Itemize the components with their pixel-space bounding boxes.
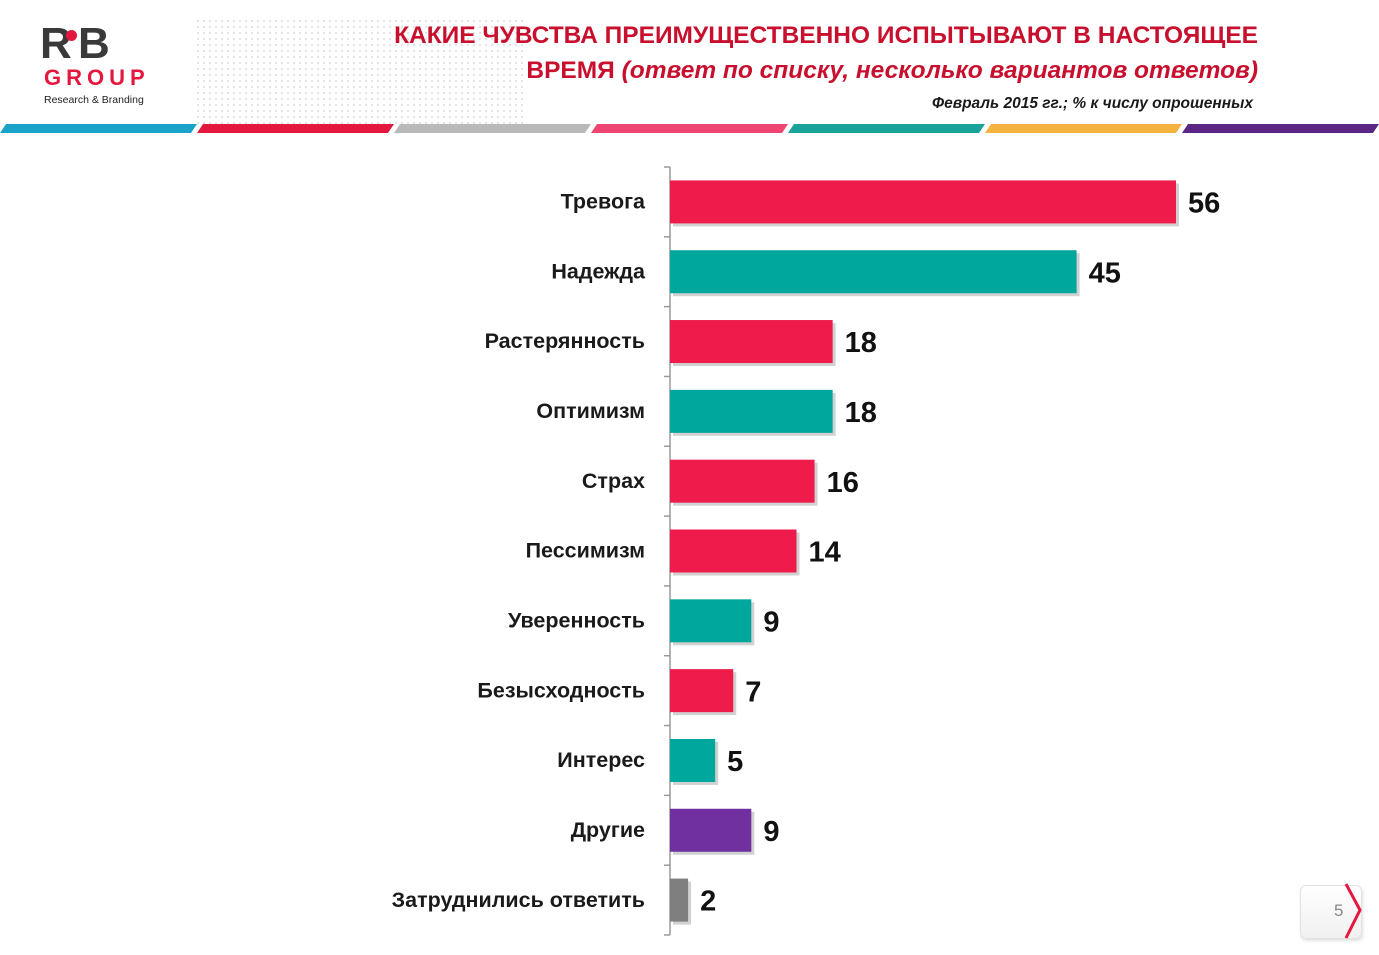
logo: R B GROUP Research & Branding — [40, 22, 170, 107]
bar-8 — [670, 669, 734, 713]
category-label: Пессимизм — [526, 539, 645, 563]
stripe-segment — [0, 124, 197, 133]
logo-tagline: Research & Branding — [44, 94, 144, 106]
category-label: Тревога — [561, 190, 646, 214]
logo-dot-icon — [66, 30, 77, 41]
stripe-segment — [197, 124, 394, 133]
stripe-segment — [591, 124, 788, 133]
bar-11 — [670, 878, 689, 922]
stripe-segment — [788, 124, 985, 133]
data-label: 14 — [809, 537, 841, 569]
bar-6 — [670, 529, 797, 573]
category-label: Надежда — [551, 259, 646, 283]
page-number: 5 — [1334, 901, 1344, 920]
title-line-2-bold: ВРЕМЯ — [526, 57, 622, 84]
data-label: 18 — [845, 397, 877, 429]
category-label: Затруднились ответить — [392, 888, 645, 912]
bar-2 — [670, 250, 1077, 294]
category-label: Уверенность — [508, 608, 645, 632]
decorative-dot-pattern — [195, 18, 525, 126]
bar-1 — [670, 180, 1176, 224]
data-label: 45 — [1089, 257, 1121, 289]
category-label: Безысходность — [477, 678, 645, 702]
data-label: 18 — [845, 327, 877, 359]
title-line-1: КАКИЕ ЧУВСТВА ПРЕИМУЩЕСТВЕННО ИСПЫТЫВАЮТ… — [394, 22, 1258, 49]
bar-3 — [670, 320, 833, 364]
category-label: Интерес — [557, 748, 645, 772]
bar-10 — [670, 808, 752, 852]
logo-group-text: GROUP — [44, 65, 150, 90]
page-chevron-icon — [1344, 883, 1362, 939]
data-label: 16 — [827, 467, 859, 499]
stripe-segment — [394, 124, 591, 133]
color-stripes — [0, 124, 1379, 133]
bar-7 — [670, 599, 752, 643]
category-label: Страх — [582, 469, 645, 493]
page-title: КАКИЕ ЧУВСТВА ПРЕИМУЩЕСТВЕННО ИСПЫТЫВАЮТ… — [394, 18, 1258, 88]
category-label: Оптимизм — [536, 399, 645, 423]
category-label: Растерянность — [485, 329, 645, 353]
bar-4 — [670, 389, 833, 433]
title-line-2: ВРЕМЯ (ответ по списку, несколько вариан… — [394, 53, 1258, 88]
subtitle: Февраль 2015 гг.; % к числу опрошенных — [931, 95, 1253, 112]
data-label: 9 — [763, 816, 779, 848]
bar-5 — [670, 459, 815, 503]
bar-9 — [670, 738, 716, 782]
data-label: 7 — [745, 676, 761, 708]
logo-mark: R B — [40, 19, 110, 68]
stripe-segment — [1182, 124, 1379, 133]
data-label: 9 — [763, 606, 779, 638]
stripe-segment — [985, 124, 1182, 133]
data-label: 5 — [727, 746, 743, 778]
category-label: Другие — [571, 818, 645, 842]
data-label: 2 — [700, 886, 716, 918]
data-label: 56 — [1188, 188, 1220, 220]
title-line-2-italic: (ответ по списку, несколько вариантов от… — [621, 57, 1258, 84]
